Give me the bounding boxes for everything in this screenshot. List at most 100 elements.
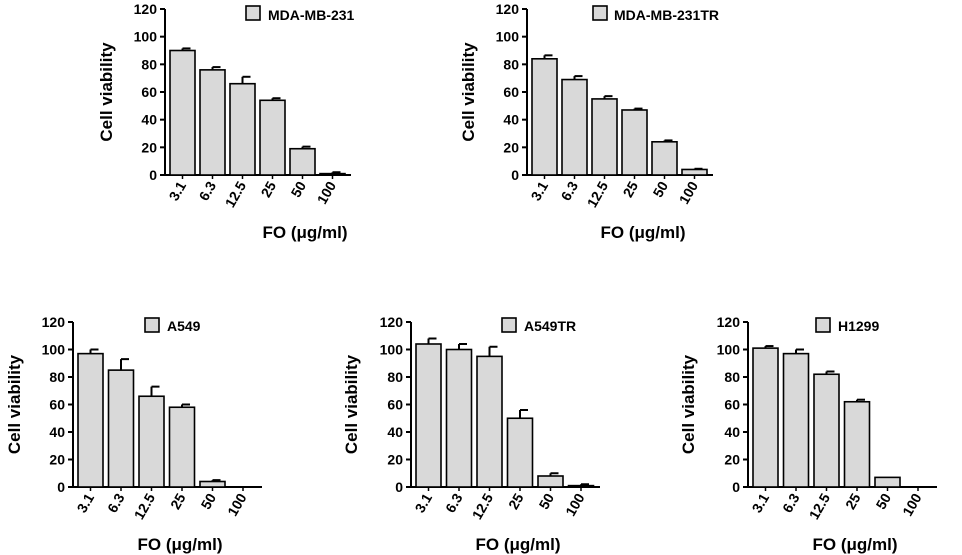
bar-12-5 [229, 82, 256, 176]
y-tick-label: 100 [134, 29, 158, 45]
x-tick-label: 6.3 [442, 490, 466, 515]
legend-swatch [592, 5, 608, 21]
x-tick-label: 25 [257, 178, 279, 200]
y-tick-label: 0 [149, 167, 157, 183]
y-tick-label: 0 [511, 167, 519, 183]
y-tick-label: 20 [503, 139, 519, 155]
x-tick-label: 25 [842, 490, 864, 512]
legend-swatch [144, 317, 160, 333]
bar-12-5 [138, 395, 165, 488]
y-tick-label: 20 [387, 452, 403, 468]
y-tick-label: 100 [380, 342, 404, 358]
y-tick-label: 40 [387, 424, 403, 440]
y-tick-label: 100 [717, 342, 741, 358]
x-tick-label: 50 [649, 178, 671, 200]
y-tick-label: 60 [49, 397, 65, 413]
legend-label: H1299 [838, 318, 879, 334]
bar-25 [843, 400, 871, 488]
x-tick-label: 12.5 [469, 490, 497, 522]
bar-6-3 [445, 348, 473, 488]
x-tick-label: 50 [287, 178, 309, 200]
x-tick-label: 50 [872, 490, 894, 512]
bar-6-3 [561, 78, 588, 176]
y-axis-title: Cell viability [342, 354, 361, 454]
y-tick-label: 40 [141, 112, 157, 128]
y-tick-label: 60 [503, 84, 519, 100]
bar-6-3 [782, 352, 810, 488]
x-tick-label: 100 [562, 490, 588, 518]
x-tick-label: 6.3 [558, 178, 582, 203]
y-tick-label: 20 [49, 452, 65, 468]
y-tick-label: 80 [49, 369, 65, 385]
x-tick-label: 100 [314, 178, 340, 206]
y-tick-label: 120 [380, 314, 404, 330]
y-tick-label: 120 [717, 314, 741, 330]
legend-swatch [501, 317, 517, 333]
y-tick-label: 120 [42, 314, 66, 330]
bar-6-3 [107, 369, 135, 488]
bar-3-1 [415, 343, 442, 488]
bar-100 [681, 168, 708, 176]
x-tick-label: 25 [167, 490, 189, 512]
y-axis-title: Cell viability [97, 42, 116, 142]
y-tick-label: 40 [49, 424, 65, 440]
bar-3-1 [169, 49, 196, 176]
bar-12-5 [813, 373, 840, 488]
y-tick-label: 0 [57, 479, 65, 495]
y-tick-label: 60 [387, 397, 403, 413]
legend-label: MDA-MB-231 [268, 7, 355, 23]
x-tick-label: 100 [676, 178, 702, 206]
y-tick-label: 0 [732, 479, 740, 495]
x-axis-title: FO (μg/ml) [601, 223, 686, 242]
x-axis-title: FO (μg/ml) [476, 535, 561, 554]
bar-50 [651, 141, 678, 176]
y-tick-label: 80 [724, 369, 740, 385]
legend-swatch [815, 317, 831, 333]
y-tick-label: 100 [42, 342, 66, 358]
y-tick-label: 120 [496, 1, 520, 17]
y-tick-label: 80 [387, 369, 403, 385]
x-tick-label: 3.1 [528, 178, 552, 203]
y-axis-title: Cell viability [5, 354, 24, 454]
bar-50 [289, 147, 316, 176]
bar-50 [199, 480, 226, 488]
x-tick-label: 6.3 [196, 178, 220, 203]
bar-100 [319, 172, 346, 176]
x-tick-label: 100 [899, 490, 925, 518]
x-tick-label: 25 [619, 178, 641, 200]
x-tick-label: 3.1 [166, 178, 190, 203]
x-tick-label: 12.5 [584, 178, 612, 210]
bar-6-3 [199, 69, 226, 176]
x-tick-label: 6.3 [779, 490, 803, 515]
x-tick-label: 12.5 [806, 490, 834, 522]
bar-25 [259, 99, 286, 176]
x-tick-label: 12.5 [222, 178, 250, 210]
x-axis-title: FO (μg/ml) [138, 535, 223, 554]
bar-3-1 [77, 352, 104, 488]
x-tick-label: 50 [535, 490, 557, 512]
bar-50 [874, 476, 901, 488]
y-tick-label: 20 [724, 452, 740, 468]
legend-swatch [245, 5, 261, 21]
bar-12-5 [591, 98, 618, 176]
x-tick-label: 12.5 [131, 490, 159, 522]
x-tick-label: 3.1 [74, 490, 98, 515]
y-tick-label: 80 [141, 56, 157, 72]
y-tick-label: 60 [141, 84, 157, 100]
y-tick-label: 0 [395, 479, 403, 495]
y-tick-label: 60 [724, 397, 740, 413]
bar-3-1 [752, 347, 779, 488]
y-tick-label: 100 [496, 29, 520, 45]
x-axis-title: FO (μg/ml) [263, 223, 348, 242]
bar-25 [621, 109, 648, 176]
y-axis-title: Cell viability [459, 42, 478, 142]
legend-label: MDA-MB-231TR [614, 7, 719, 23]
x-axis-title: FO (μg/ml) [813, 535, 898, 554]
legend-label: A549TR [524, 318, 576, 334]
